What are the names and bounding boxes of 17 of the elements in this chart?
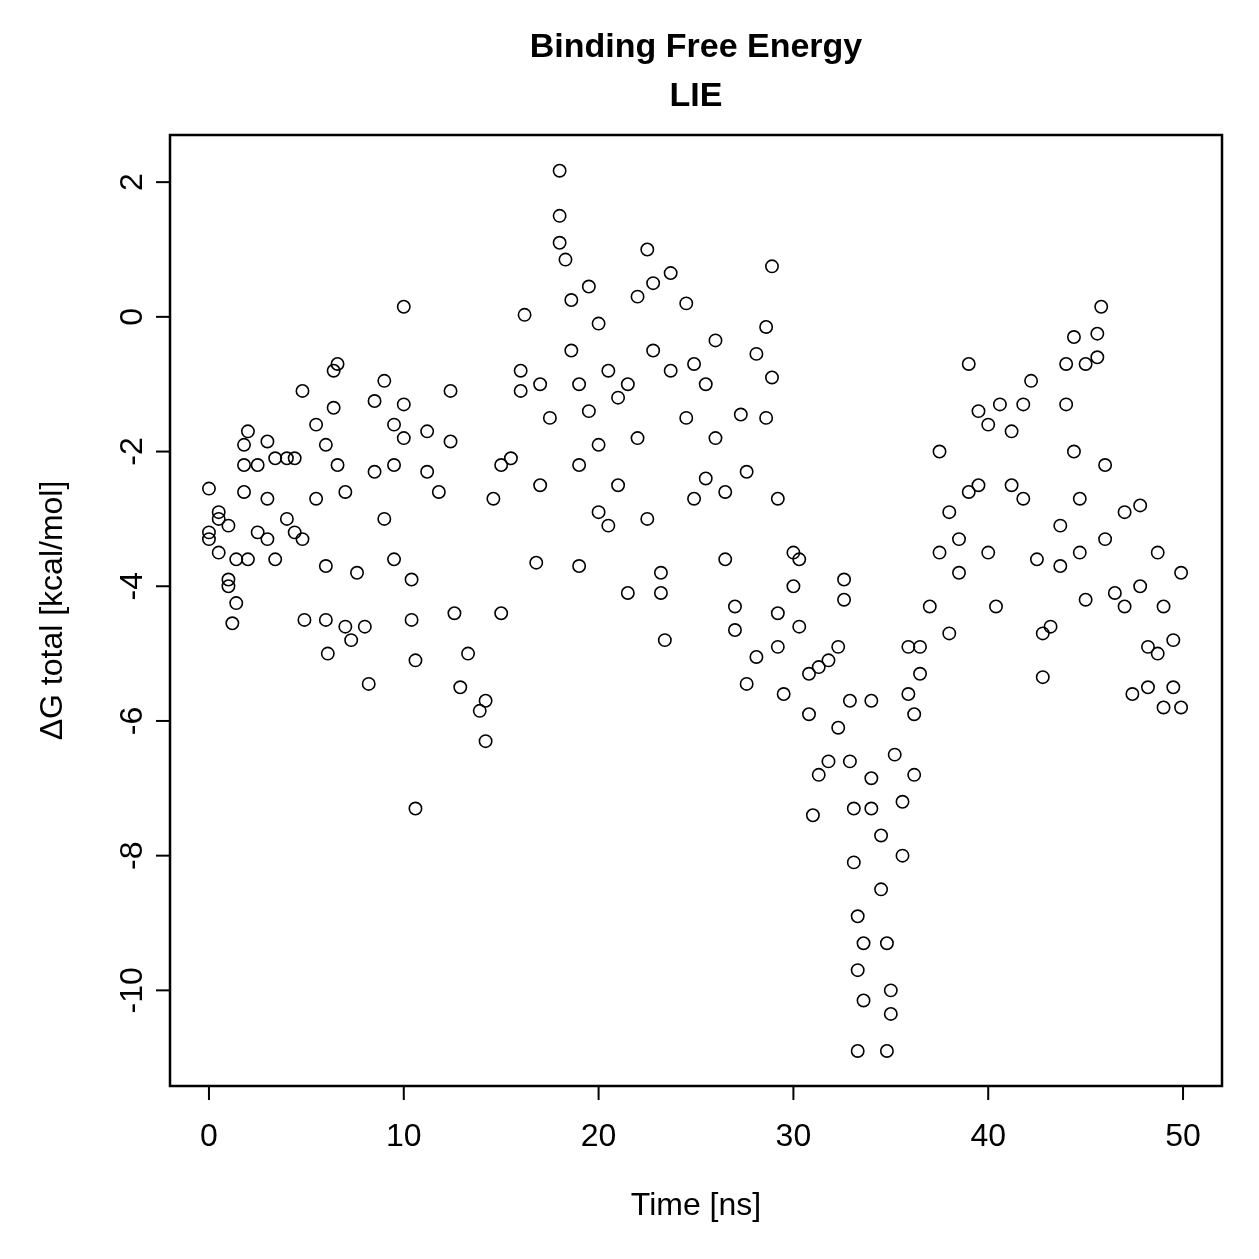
y-tick-label: -2 (113, 437, 149, 466)
x-tick-label: 40 (970, 1117, 1007, 1153)
x-tick-label: 20 (580, 1117, 617, 1153)
chart-title: Binding Free Energy (529, 26, 863, 64)
y-tick-label: -10 (113, 967, 149, 1014)
y-tick-label: -8 (113, 841, 149, 870)
x-tick-label: 10 (385, 1117, 422, 1153)
chart-subtitle: LIE (669, 75, 723, 113)
y-axis-title: ΔG total [kcal/mol] (33, 480, 69, 741)
y-tick-label: 0 (113, 307, 149, 326)
y-tick-label: -6 (113, 706, 149, 736)
y-tick-label: -4 (113, 572, 149, 601)
x-tick-label: 30 (775, 1117, 812, 1153)
x-tick-label: 0 (200, 1117, 218, 1153)
x-tick-label: 50 (1165, 1117, 1201, 1153)
y-tick-label: 2 (113, 173, 149, 192)
x-axis-title: Time [ns] (630, 1186, 762, 1222)
